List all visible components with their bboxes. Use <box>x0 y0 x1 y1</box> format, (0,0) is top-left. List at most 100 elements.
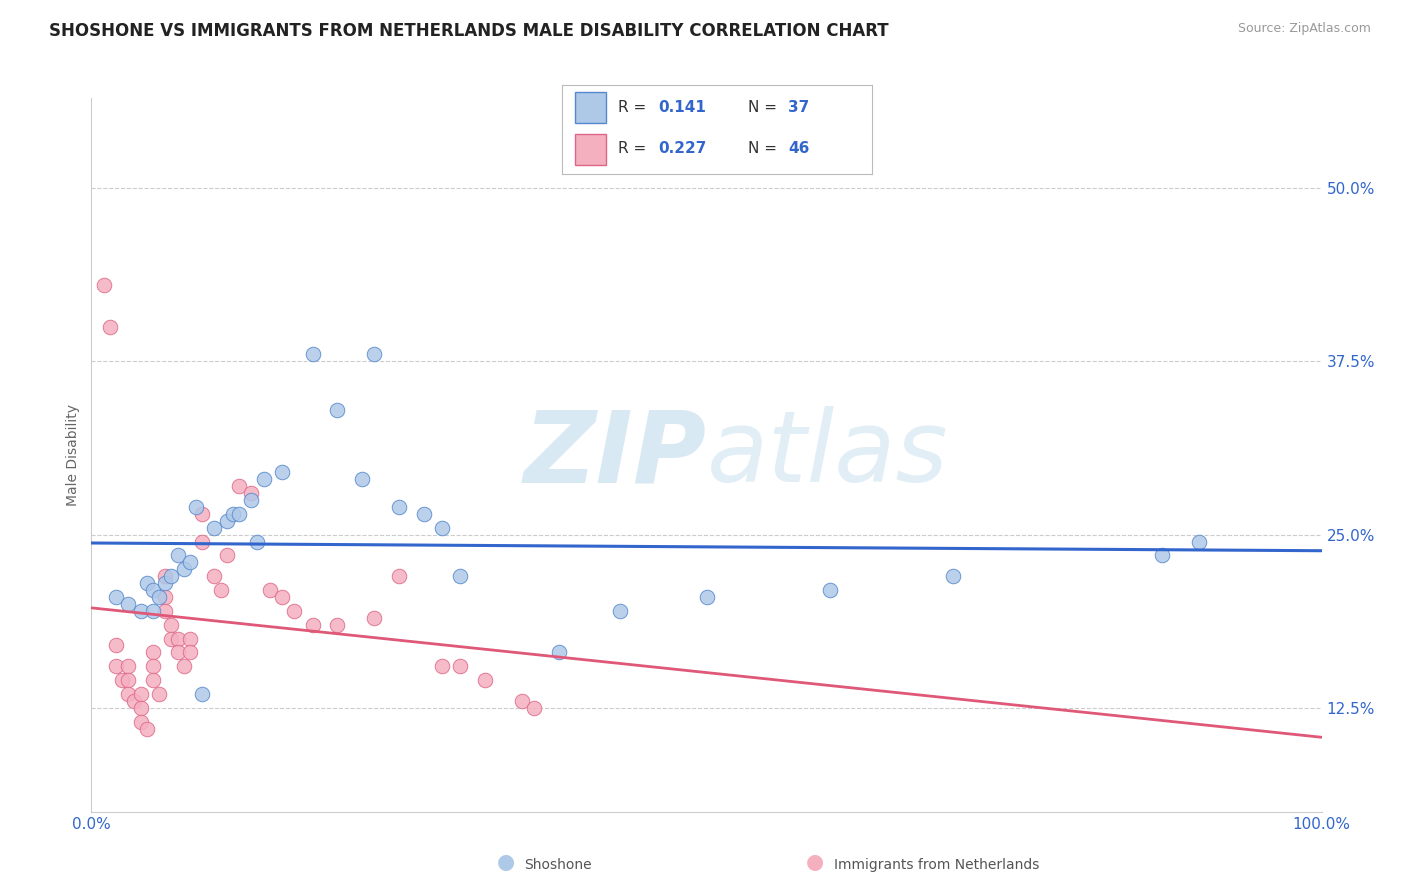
Point <box>179 555 201 569</box>
Point <box>135 722 157 736</box>
Text: Shoshone: Shoshone <box>524 858 592 872</box>
Point <box>449 569 471 583</box>
Point <box>363 611 385 625</box>
Point <box>609 604 631 618</box>
Point <box>142 604 165 618</box>
Text: 46: 46 <box>789 142 810 156</box>
Text: Source: ZipAtlas.com: Source: ZipAtlas.com <box>1237 22 1371 36</box>
Point <box>246 534 269 549</box>
Point <box>191 507 214 521</box>
Point <box>388 569 411 583</box>
Point <box>259 582 281 597</box>
Point <box>430 659 453 673</box>
Text: ●: ● <box>498 853 515 872</box>
Point <box>228 479 250 493</box>
Point <box>129 604 152 618</box>
Text: 0.227: 0.227 <box>658 142 707 156</box>
Point <box>160 569 183 583</box>
Point <box>105 590 127 604</box>
Point <box>148 590 170 604</box>
Point <box>117 659 139 673</box>
Text: Immigrants from Netherlands: Immigrants from Netherlands <box>834 858 1039 872</box>
Point <box>173 562 195 576</box>
Point <box>160 632 183 646</box>
Point <box>93 278 115 293</box>
Point <box>142 582 165 597</box>
Point <box>98 319 121 334</box>
Point <box>129 700 152 714</box>
Point <box>695 590 717 604</box>
Text: atlas: atlas <box>706 407 948 503</box>
Point <box>111 673 134 687</box>
Text: ZIP: ZIP <box>523 407 706 503</box>
Point <box>179 632 201 646</box>
Point <box>412 507 434 521</box>
Y-axis label: Male Disability: Male Disability <box>66 404 80 506</box>
Point <box>215 514 238 528</box>
Point <box>184 500 207 514</box>
Point <box>148 687 170 701</box>
Point <box>253 472 276 486</box>
Point <box>222 507 245 521</box>
Point <box>818 582 841 597</box>
Point <box>352 472 374 486</box>
Point <box>166 645 188 659</box>
Point <box>215 549 238 563</box>
Point <box>129 714 152 729</box>
Point <box>117 597 139 611</box>
Point <box>1187 534 1209 549</box>
Point <box>191 687 214 701</box>
Point <box>202 521 225 535</box>
Text: N =: N = <box>748 142 782 156</box>
Point <box>228 507 250 521</box>
Text: 37: 37 <box>789 101 810 115</box>
Point <box>363 347 385 361</box>
Point <box>941 569 963 583</box>
Point <box>124 694 146 708</box>
Point <box>240 486 263 500</box>
Point <box>449 659 471 673</box>
Point <box>179 645 201 659</box>
Text: R =: R = <box>619 142 651 156</box>
Point <box>166 632 188 646</box>
Point <box>271 465 294 479</box>
Point <box>271 590 294 604</box>
Text: SHOSHONE VS IMMIGRANTS FROM NETHERLANDS MALE DISABILITY CORRELATION CHART: SHOSHONE VS IMMIGRANTS FROM NETHERLANDS … <box>49 22 889 40</box>
Point <box>209 582 232 597</box>
Point <box>160 617 183 632</box>
Point <box>301 617 323 632</box>
Point <box>430 521 453 535</box>
Point <box>388 500 411 514</box>
Point <box>117 673 139 687</box>
Point <box>117 687 139 701</box>
Point <box>105 639 127 653</box>
Point <box>510 694 533 708</box>
Text: R =: R = <box>619 101 651 115</box>
Point <box>135 576 157 591</box>
Point <box>326 617 349 632</box>
Point <box>166 549 188 563</box>
FancyBboxPatch shape <box>575 134 606 165</box>
Point <box>153 590 177 604</box>
Text: 0.141: 0.141 <box>658 101 706 115</box>
Point <box>153 604 177 618</box>
Point <box>142 659 165 673</box>
Point <box>283 604 305 618</box>
Point <box>202 569 225 583</box>
Point <box>240 492 263 507</box>
Point <box>191 534 214 549</box>
Point <box>326 403 349 417</box>
Text: N =: N = <box>748 101 782 115</box>
Point <box>129 687 152 701</box>
Point <box>153 576 177 591</box>
FancyBboxPatch shape <box>575 92 606 123</box>
Point <box>153 569 177 583</box>
Point <box>173 659 195 673</box>
Text: ●: ● <box>807 853 824 872</box>
Point <box>474 673 496 687</box>
Point <box>105 659 127 673</box>
Point <box>142 673 165 687</box>
Point <box>142 645 165 659</box>
Point <box>547 645 569 659</box>
Point <box>301 347 323 361</box>
